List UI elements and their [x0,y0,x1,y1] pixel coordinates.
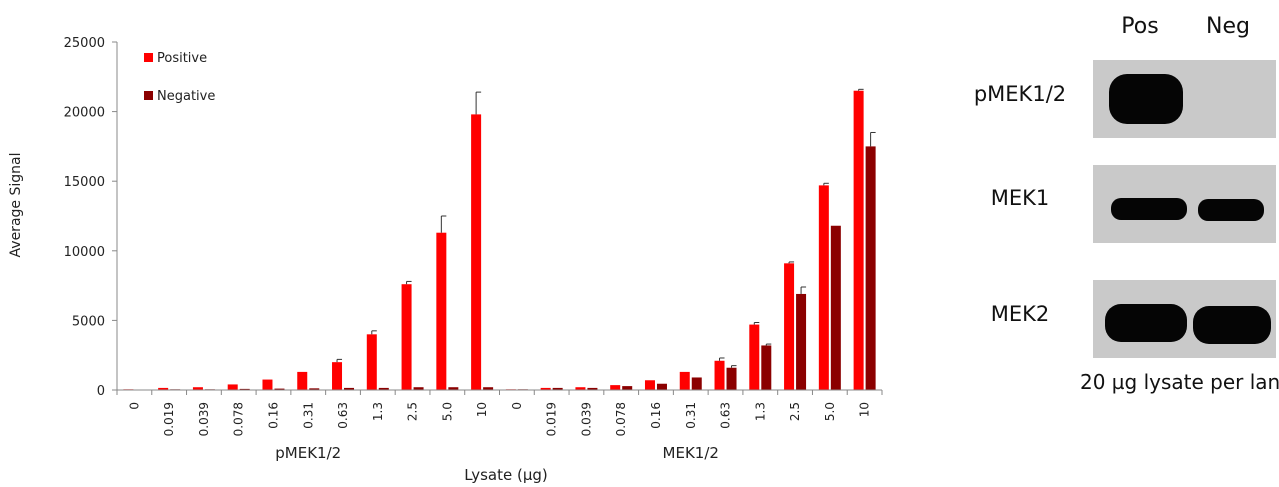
x-tick-label: 0 [127,402,141,410]
x-tick-label: 0.63 [336,402,350,429]
bar-negative [552,387,563,390]
bar-negative [726,367,737,390]
y-tick-label: 15000 [64,175,105,190]
legend-swatch-negative [144,91,153,100]
y-tick-label: 25000 [64,36,105,51]
bar-negative [761,345,772,390]
blot-strip-mek1 [1093,165,1276,243]
y-tick-label: 0 [97,384,105,399]
x-tick-label: 0.31 [684,402,698,429]
x-tick-label: 0 [510,402,524,410]
x-tick-label: 0.078 [614,402,628,436]
bar-positive [610,385,621,390]
x-tick-label: 10 [475,402,489,417]
bar-positive [749,324,760,390]
x-tick-label: 1.3 [753,402,767,421]
bar-negative [830,225,841,390]
x-tick-label: 5.0 [440,402,454,421]
y-axis-label: Average Signal [8,153,24,258]
bar-positive [262,379,273,390]
bar-positive [227,384,238,390]
legend: Positive Negative [144,51,215,104]
bar-negative [656,383,667,390]
x-tick-label: 0.039 [579,402,593,436]
group-label-1: pMEK1/2 [275,444,341,462]
blot-strip-mek2 [1093,280,1276,358]
bar-positive [471,114,482,390]
blot-band-mek2-neg [1193,306,1271,344]
bar-negative [622,386,633,390]
x-tick-label: 10 [858,402,872,417]
bar-positive [784,263,795,390]
blot-strip-pmek [1093,60,1276,138]
blot-caption: 20 µg lysate per lane [1080,370,1279,394]
y-tick-label: 10000 [64,245,105,260]
bar-negative [413,387,424,390]
bar-positive [192,387,203,390]
bar-positive [714,360,725,390]
bar-positive [401,284,412,390]
bar-positive [679,371,690,390]
x-tick-label: 0.078 [232,402,246,436]
x-axis: 0 0.019 0.039 0.078 0.16 0.31 0.63 1.3 2.5 5.0 10 0… [116,389,883,462]
bar-negative [865,146,876,390]
legend-swatch-positive [144,53,153,62]
bar-negative [274,388,285,390]
x-tick-label: 2.5 [788,402,802,421]
y-tick-label: 20000 [64,106,105,121]
bar-positive [540,387,551,390]
x-tick-label: 0.31 [301,402,315,429]
bar-negative [344,387,355,390]
bar-positive [575,387,586,390]
lane-header-neg: Neg [1206,14,1250,39]
bar-positive [297,371,308,390]
x-tick-label: 1.3 [371,402,385,421]
lane-header-pos: Pos [1121,14,1159,39]
bar-negative [796,293,807,390]
x-tick-label: 0.019 [545,402,559,436]
blot-row-label-pmek: pMEK1/2 [973,82,1067,106]
bar-negative [239,388,250,390]
bar-positive [853,90,864,390]
x-tick-label: 0.16 [649,402,663,429]
x-tick-label: 0.16 [266,402,280,429]
blot-band-mek1-pos [1111,198,1187,220]
blot-row-label-mek1: MEK1 [990,186,1050,210]
x-tick-label: 0.039 [197,402,211,436]
bar-negative [309,388,320,390]
bar-negative [483,387,494,390]
x-tick-label: 5.0 [823,402,837,421]
bar-positive [366,334,377,390]
bar-negative [691,377,702,390]
bar-negative [587,387,598,390]
bar-positive [158,387,169,390]
group-label-2: MEK1/2 [663,444,719,462]
legend-label-negative: Negative [157,89,215,104]
bar-negative [448,387,459,390]
bars [123,88,876,391]
x-axis-label: Lysate (µg) [464,466,548,484]
y-tick-label: 5000 [72,314,105,329]
bar-negative [378,387,389,390]
blot-band-pmek-pos [1109,74,1183,124]
blot-row-label-mek2: MEK2 [990,302,1050,326]
y-axis: 0 5000 10000 15000 20000 25000 [64,36,118,399]
x-tick-label: 2.5 [406,402,420,421]
bar-positive [436,232,447,390]
blot-band-mek2-pos [1105,304,1187,342]
x-tick-label: 0.63 [719,402,733,429]
bar-positive [818,185,829,390]
bar-positive [644,380,655,390]
bar-chart: 0 5000 10000 15000 20000 25000 0 0.019 0.039 0.0… [8,36,883,484]
blot-band-mek1-neg [1198,199,1264,221]
bar-positive [332,362,343,390]
x-tick-label: 0.019 [162,402,176,436]
legend-label-positive: Positive [157,51,207,66]
